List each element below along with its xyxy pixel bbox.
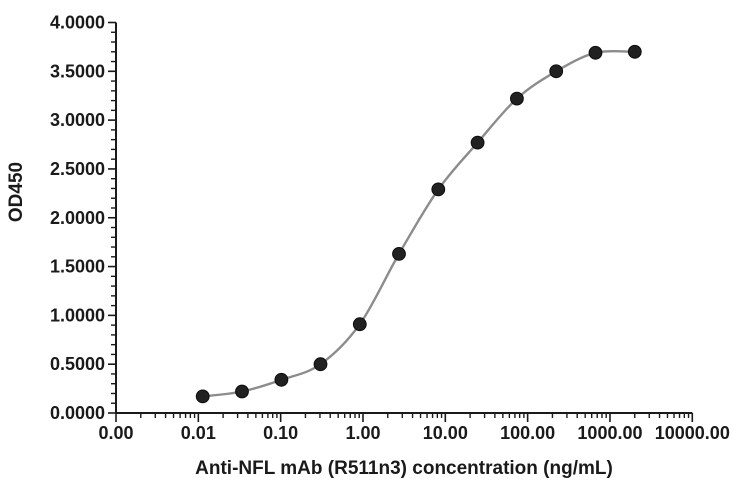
x-tick-label: 100.00 (500, 423, 555, 443)
data-point (510, 91, 524, 106)
y-tick-label: 4.0000 (50, 13, 105, 33)
x-tick-label: 10000.00 (655, 423, 730, 443)
x-tick-label: 0.10 (263, 423, 298, 443)
data-point (431, 182, 446, 197)
axes-layer: 0.0000 0.5000 1.0000 1.5000 2.0000 2.5000 3.00… (50, 13, 730, 444)
y-tick-label: 2.5000 (50, 159, 105, 179)
data-point (352, 317, 367, 332)
data-point (549, 64, 564, 79)
x-tick-label: 1000.00 (577, 423, 642, 443)
x-tick-label: 0.00 (98, 423, 133, 443)
data-point (392, 247, 406, 261)
x-tick-label: 1.00 (345, 423, 380, 443)
data-point (588, 45, 603, 60)
y-tick-label: 2.0000 (50, 208, 105, 228)
x-axis-title: Anti-NFL mAb (R511n3) concentration (ng/… (195, 458, 613, 479)
x-tick-label: 0.01 (181, 423, 216, 443)
series-layer (195, 44, 642, 404)
y-tick-label: 3.5000 (50, 61, 105, 81)
x-tick-label: 10.00 (423, 423, 468, 443)
y-tick-label: 3.0000 (50, 110, 105, 130)
data-point (627, 44, 642, 59)
y-tick-label: 1.5000 (50, 257, 105, 277)
data-point (235, 384, 249, 399)
data-point (470, 135, 485, 150)
data-point (274, 372, 289, 387)
y-tick-label: 0.5000 (50, 354, 105, 374)
data-point (195, 389, 210, 404)
y-tick-label: 1.0000 (50, 305, 105, 325)
data-point (313, 357, 328, 372)
fit-curve (201, 49, 636, 398)
y-axis-title: OD450 (6, 162, 27, 222)
y-tick-label: 0.0000 (50, 403, 105, 423)
